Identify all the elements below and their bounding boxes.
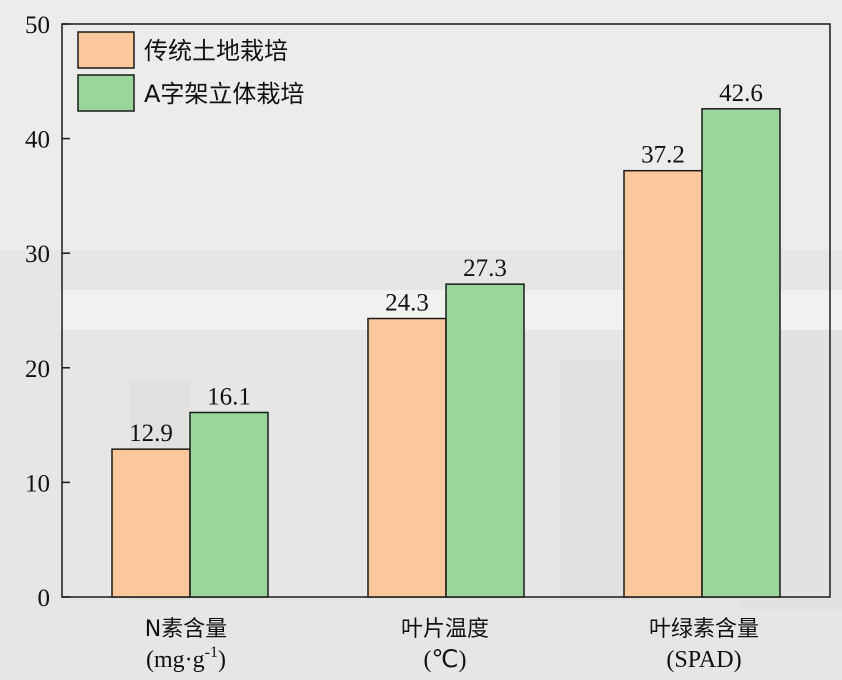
data-label-traditional-1: 24.3 (385, 290, 429, 317)
category-label-leaf-temp: 叶片温度 (401, 617, 489, 642)
legend: 传统土地栽培 A字架立体栽培 (77, 31, 304, 112)
bars (111, 108, 781, 598)
bar-a-frame-1 (445, 283, 525, 598)
bar-a-frame-2 (701, 108, 781, 598)
y-tick-label: 50 (25, 12, 50, 39)
data-labels: 12.9 24.3 37.2 16.1 27.3 42.6 (129, 80, 763, 447)
y-tick-label: 40 (25, 127, 50, 154)
legend-swatch-a-frame (77, 74, 135, 112)
y-tick-label: 30 (25, 241, 50, 268)
y-axis: 0 10 20 30 40 50 (25, 12, 70, 612)
category-label-chlorophyll: 叶绿素含量 (649, 617, 759, 642)
legend-swatch-traditional (77, 31, 135, 69)
data-label-a-frame-1: 27.3 (463, 255, 507, 282)
category-unit-n-content: (mg·g-1) (146, 644, 226, 673)
legend-label-traditional: 传统土地栽培 (144, 37, 288, 65)
data-label-traditional-2: 37.2 (641, 142, 685, 169)
bar-traditional-0 (111, 448, 191, 598)
data-label-a-frame-0: 16.1 (207, 383, 251, 410)
y-tick-label: 0 (38, 585, 51, 612)
category-unit-leaf-temp: (℃) (424, 647, 467, 673)
bar-traditional-2 (623, 169, 703, 598)
data-label-traditional-0: 12.9 (129, 420, 173, 447)
bar-a-frame-0 (189, 411, 269, 598)
bar-traditional-1 (367, 317, 447, 598)
data-label-a-frame-2: 42.6 (719, 80, 763, 107)
category-label-n-content: N素含量 (145, 617, 227, 642)
legend-label-a-frame: A字架立体栽培 (144, 80, 304, 108)
category-unit-chlorophyll: (SPAD) (666, 647, 741, 673)
y-tick-label: 20 (25, 356, 50, 383)
y-tick-label: 10 (25, 470, 50, 497)
